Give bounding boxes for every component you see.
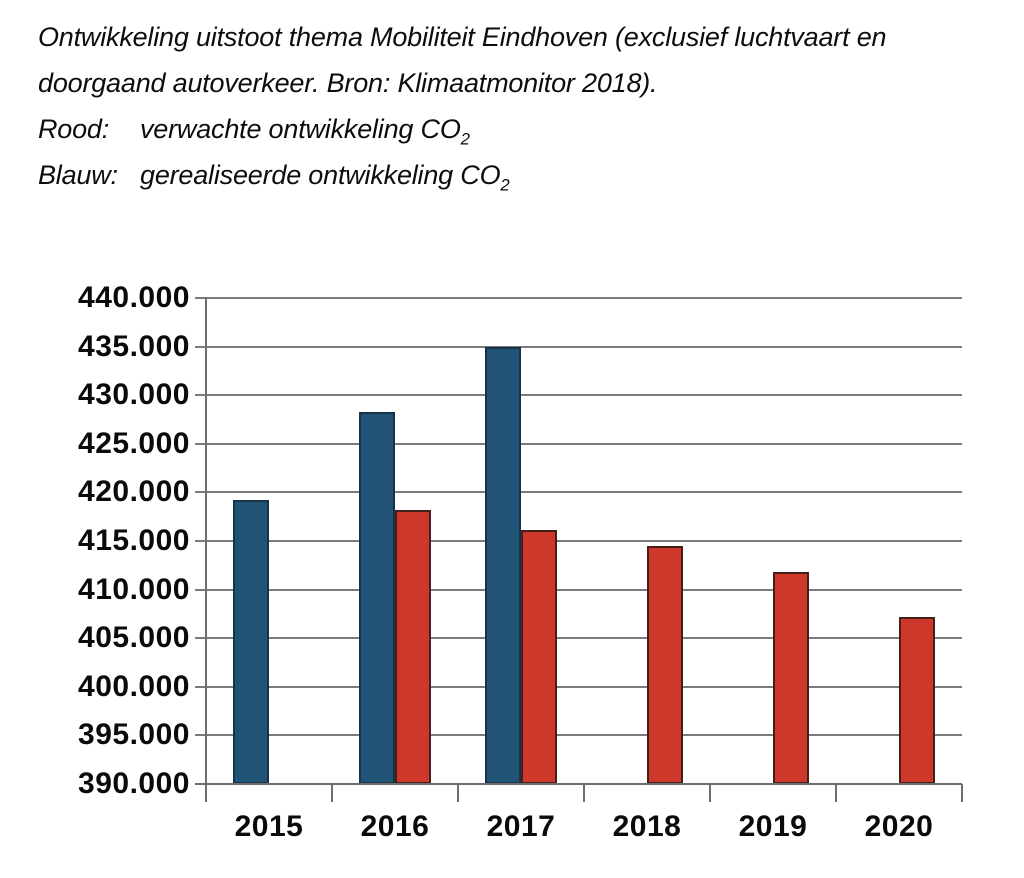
x-axis-line bbox=[195, 783, 962, 785]
gridline-410.000 bbox=[195, 588, 962, 591]
x-axis-tick-2 bbox=[457, 784, 459, 802]
x-axis-label-2019: 2019 bbox=[738, 810, 808, 843]
x-axis-label-2020: 2020 bbox=[864, 810, 934, 843]
gridline-400.000 bbox=[195, 685, 962, 688]
legend-red-desc: verwachte ontwikkeling CO2 bbox=[140, 114, 470, 149]
gridline-405.000 bbox=[195, 637, 962, 640]
y-axis-label-430.000: 430.000 bbox=[78, 378, 190, 412]
x-axis-tick-5 bbox=[835, 784, 837, 802]
bar-2017-red bbox=[521, 530, 557, 784]
bar-2015-blue bbox=[233, 500, 269, 784]
y-axis-line bbox=[205, 297, 207, 801]
x-axis-tick-3 bbox=[583, 784, 585, 802]
bar-2019-red bbox=[773, 572, 809, 784]
x-axis-label-2015: 2015 bbox=[234, 810, 304, 843]
y-axis-label-435.000: 435.000 bbox=[78, 329, 190, 363]
y-axis-label-400.000: 400.000 bbox=[78, 669, 190, 703]
x-axis-tick-6 bbox=[961, 784, 963, 802]
y-axis-label-390.000: 390.000 bbox=[78, 767, 190, 800]
y-axis-label-420.000: 420.000 bbox=[78, 475, 190, 509]
x-axis-tick-4 bbox=[709, 784, 711, 802]
legend-blue-term: Blauw: bbox=[38, 160, 118, 190]
bar-2017-blue bbox=[485, 346, 521, 784]
gridline-395.000 bbox=[195, 734, 962, 737]
gridline-425.000 bbox=[195, 442, 962, 445]
gridline-430.000 bbox=[195, 394, 962, 397]
x-axis-label-2018: 2018 bbox=[612, 810, 682, 843]
bar-2016-red bbox=[395, 509, 431, 784]
legend-red-subscript: 2 bbox=[460, 129, 470, 149]
gridline-435.000 bbox=[195, 345, 962, 348]
gridline-415.000 bbox=[195, 540, 962, 542]
bar-2016-blue bbox=[359, 411, 395, 784]
legend-blue-subscript: 2 bbox=[500, 175, 510, 195]
bar-2018-red bbox=[647, 545, 683, 784]
legend-red-term: Rood: bbox=[38, 114, 110, 144]
y-axis-label-395.000: 395.000 bbox=[78, 718, 190, 752]
x-axis-tick-1 bbox=[331, 784, 333, 802]
x-axis-label-2016: 2016 bbox=[360, 810, 430, 843]
gridline-440.000 bbox=[195, 297, 962, 299]
legend-red: Rood: verwachte ontwikkeling CO2 bbox=[38, 106, 978, 152]
y-axis-label-415.000: 415.000 bbox=[78, 524, 190, 557]
caption-line-2: doorgaand autoverkeer. Bron: Klimaatmoni… bbox=[38, 68, 658, 98]
chart-caption: Ontwikkeling uitstoot thema Mobiliteit E… bbox=[38, 14, 978, 198]
y-axis-label-405.000: 405.000 bbox=[78, 621, 190, 655]
legend-blue: Blauw: gerealiseerde ontwikkeling CO2 bbox=[38, 152, 978, 198]
y-axis-label-425.000: 425.000 bbox=[78, 426, 190, 460]
gridline-420.000 bbox=[195, 491, 962, 494]
caption-line-1: Ontwikkeling uitstoot thema Mobiliteit E… bbox=[38, 22, 887, 52]
y-axis-label-410.000: 410.000 bbox=[78, 572, 190, 606]
legend-blue-desc: gerealiseerde ontwikkeling CO2 bbox=[140, 160, 510, 195]
x-axis-label-2017: 2017 bbox=[486, 810, 556, 843]
x-axis-tick-0 bbox=[205, 784, 207, 802]
bar-2020-red bbox=[899, 616, 935, 784]
y-axis-label-440.000: 440.000 bbox=[78, 281, 190, 314]
